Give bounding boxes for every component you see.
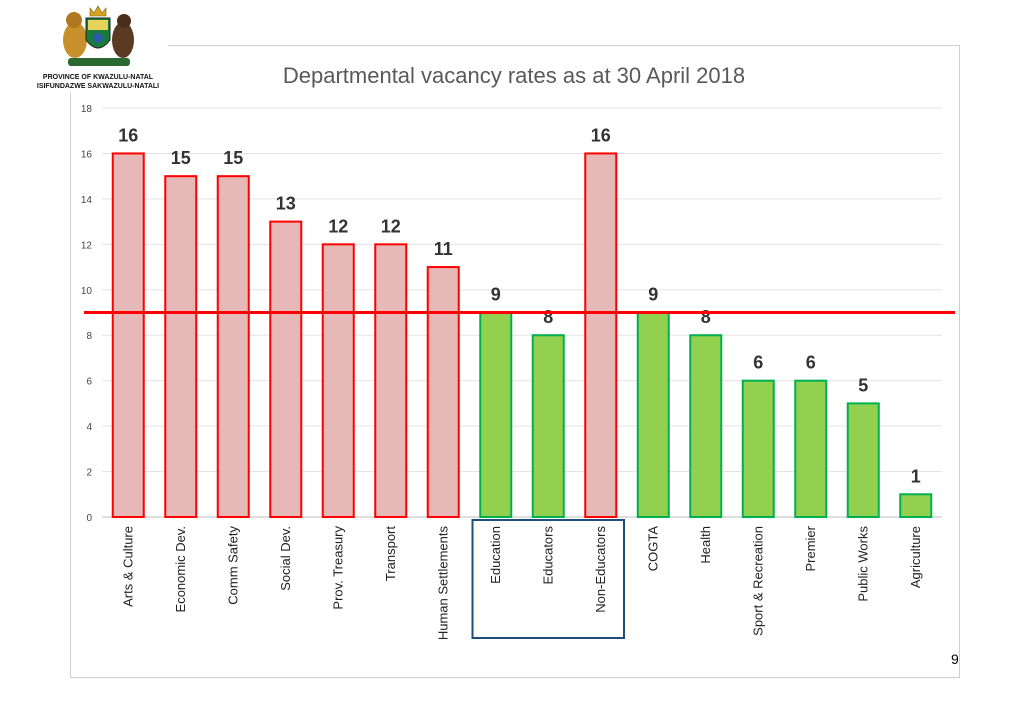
bar (479, 311, 513, 518)
bar (111, 152, 145, 518)
provincial-logo: PROVINCE OF KWAZULU-NATAL ISIFUNDAZWE SA… (28, 0, 168, 92)
data-label: 8 (543, 307, 553, 327)
y-tick-label: 0 (86, 513, 92, 524)
logo-caption-line2: ISIFUNDAZWE SAKWAZULU-NATALI (36, 83, 160, 90)
data-label: 5 (858, 375, 868, 395)
y-tick-label: 18 (81, 104, 93, 115)
y-tick-label: 6 (86, 377, 92, 388)
x-tick-label: Public Works (855, 526, 870, 602)
bar (899, 493, 933, 518)
data-label: 15 (171, 148, 191, 168)
bar (846, 402, 880, 518)
data-label: 9 (648, 285, 658, 305)
y-tick-label: 14 (81, 195, 93, 206)
y-axis: 0 2 4 6 8 10 12 14 16 18 (81, 104, 93, 524)
x-tick-label: Educators (540, 526, 555, 585)
x-tick-label: COGTA (645, 526, 660, 572)
data-label: 11 (434, 239, 453, 259)
data-label: 13 (276, 194, 296, 214)
x-tick-label: Non-Educators (593, 526, 608, 613)
x-tick-label: Transport (383, 526, 398, 582)
logo-caption-line1: PROVINCE OF KWAZULU-NATAL (42, 74, 154, 81)
x-axis: Arts & Culture Economic Dev. Comm Safety So… (120, 525, 923, 640)
data-label: 16 (591, 125, 611, 145)
y-tick-label: 2 (86, 468, 92, 479)
coat-of-arms-icon (63, 5, 134, 66)
x-tick-label: Sport & Recreation (750, 526, 765, 636)
bars (111, 152, 933, 519)
y-tick-label: 8 (86, 331, 92, 342)
x-tick-label: Arts & Culture (120, 526, 135, 607)
bar (584, 152, 618, 518)
x-tick-label: Social Dev. (278, 526, 293, 591)
bar (741, 379, 775, 518)
chart-title: Departmental vacancy rates as at 30 Apri… (283, 63, 745, 88)
y-tick-label: 4 (86, 422, 92, 433)
data-label: 12 (381, 216, 401, 236)
bar (321, 243, 355, 518)
bar (269, 220, 303, 518)
bar (531, 334, 565, 518)
x-tick-label: Health (698, 526, 713, 564)
data-labels: 16 15 15 13 12 12 11 9 8 16 9 8 6 6 5 1 (118, 125, 921, 486)
bar (426, 266, 460, 518)
education-group-box (471, 519, 625, 639)
y-tick-label: 16 (81, 149, 93, 160)
bar (636, 311, 670, 518)
data-label: 6 (753, 353, 763, 373)
data-label: 9 (491, 285, 501, 305)
bar (216, 175, 250, 519)
data-label: 8 (701, 307, 711, 327)
bar (164, 175, 198, 519)
x-tick-label: Prov. Treasury (330, 526, 345, 610)
overlay (84, 311, 955, 639)
bar (794, 379, 828, 518)
bar (689, 334, 723, 518)
x-tick-label: Economic Dev. (173, 526, 188, 612)
data-label: 12 (328, 216, 348, 236)
data-label: 15 (223, 148, 243, 168)
x-tick-label: Comm Safety (225, 526, 240, 605)
x-tick-label: Premier (803, 525, 818, 571)
bar (374, 243, 408, 518)
x-tick-label: Human Settlements (435, 526, 450, 641)
data-label: 6 (806, 353, 816, 373)
data-label: 16 (118, 125, 138, 145)
page-number: 9 (951, 651, 959, 667)
x-tick-label: Education (488, 526, 503, 584)
y-tick-label: 12 (81, 240, 93, 251)
x-tick-label: Agriculture (908, 526, 923, 588)
y-tick-label: 10 (81, 286, 93, 297)
data-label: 1 (911, 466, 921, 486)
